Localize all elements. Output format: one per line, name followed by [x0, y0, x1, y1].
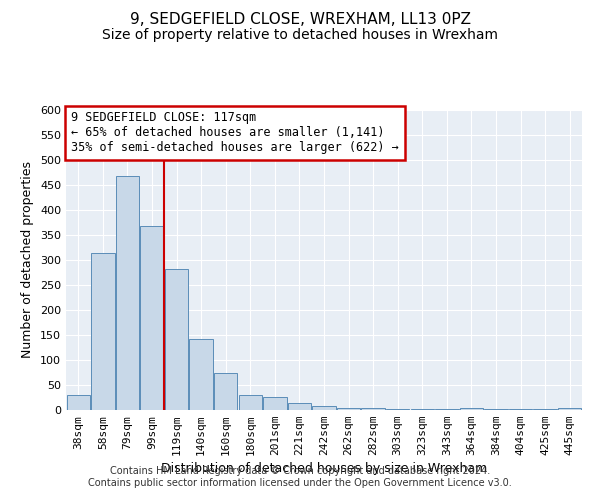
Bar [509, 408, 532, 410]
Y-axis label: Number of detached properties: Number of detached properties [22, 162, 34, 358]
Text: Size of property relative to detached houses in Wrexham: Size of property relative to detached ho… [102, 28, 498, 42]
Bar [558, 408, 581, 410]
Bar [140, 226, 164, 410]
Bar [460, 408, 483, 410]
Bar [361, 408, 385, 410]
X-axis label: Distribution of detached houses by size in Wrexham: Distribution of detached houses by size … [161, 462, 487, 475]
Bar [435, 408, 458, 410]
Bar [263, 396, 287, 410]
Bar [116, 176, 139, 410]
Bar [91, 252, 115, 410]
Bar [410, 408, 434, 410]
Bar [190, 339, 213, 410]
Bar [484, 408, 508, 410]
Bar [288, 402, 311, 410]
Text: Contains HM Land Registry data © Crown copyright and database right 2024.
Contai: Contains HM Land Registry data © Crown c… [88, 466, 512, 487]
Text: 9 SEDGEFIELD CLOSE: 117sqm
← 65% of detached houses are smaller (1,141)
35% of s: 9 SEDGEFIELD CLOSE: 117sqm ← 65% of deta… [71, 112, 399, 154]
Bar [214, 372, 238, 410]
Bar [313, 406, 335, 410]
Text: 9, SEDGEFIELD CLOSE, WREXHAM, LL13 0PZ: 9, SEDGEFIELD CLOSE, WREXHAM, LL13 0PZ [130, 12, 470, 28]
Bar [386, 408, 409, 410]
Bar [165, 268, 188, 410]
Bar [67, 395, 90, 410]
Bar [239, 395, 262, 410]
Bar [533, 408, 557, 410]
Bar [337, 408, 360, 410]
